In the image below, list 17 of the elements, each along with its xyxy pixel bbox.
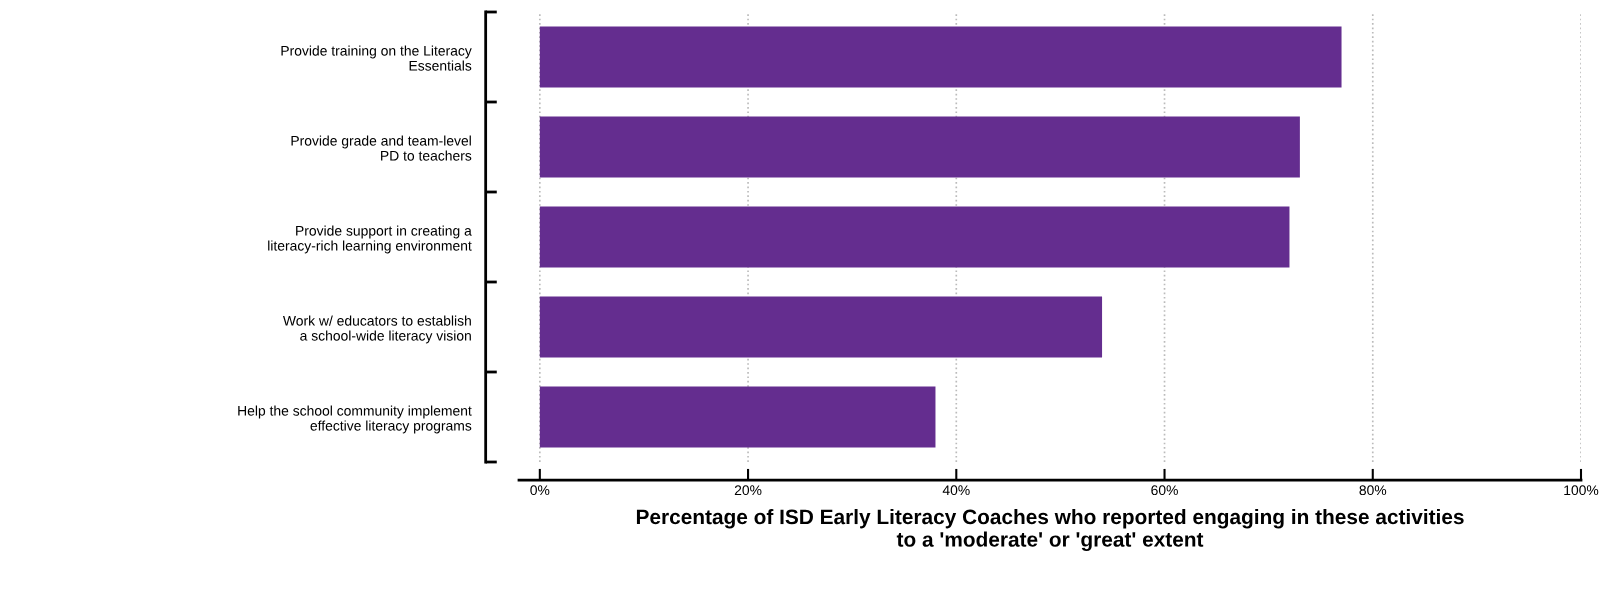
x-axis-title: Percentage of ISD Early Literacy Coaches who reported engaging in these activities to a 'moderate' or 'great' extent — [636, 508, 1464, 552]
y-tick-label: Work w/ educators to establish a school-wide literacy vision — [282, 315, 471, 344]
x-tick-label: 20% — [734, 485, 762, 496]
x-tick-label: 100% — [1564, 485, 1599, 496]
x-tick-label: 40% — [942, 485, 970, 496]
y-tick-label: Provide grade and team-level PD to teachers — [291, 135, 472, 161]
y-tick-label: Provide support in creating a literacy-rich learning environment — [268, 225, 472, 254]
bar — [539, 296, 1103, 358]
x-tick-label: 60% — [1151, 485, 1178, 496]
y-tick-label: Provide training on the Literacy Essentials — [281, 45, 472, 71]
bar — [539, 116, 1300, 178]
y-tick-label: Help the school community implement effective literacy programs — [238, 405, 472, 434]
x-tick-label: 80% — [1359, 485, 1387, 496]
bar — [539, 386, 936, 448]
x-tick-label: 0% — [530, 485, 550, 496]
bar — [539, 206, 1290, 268]
bar — [539, 26, 1342, 88]
